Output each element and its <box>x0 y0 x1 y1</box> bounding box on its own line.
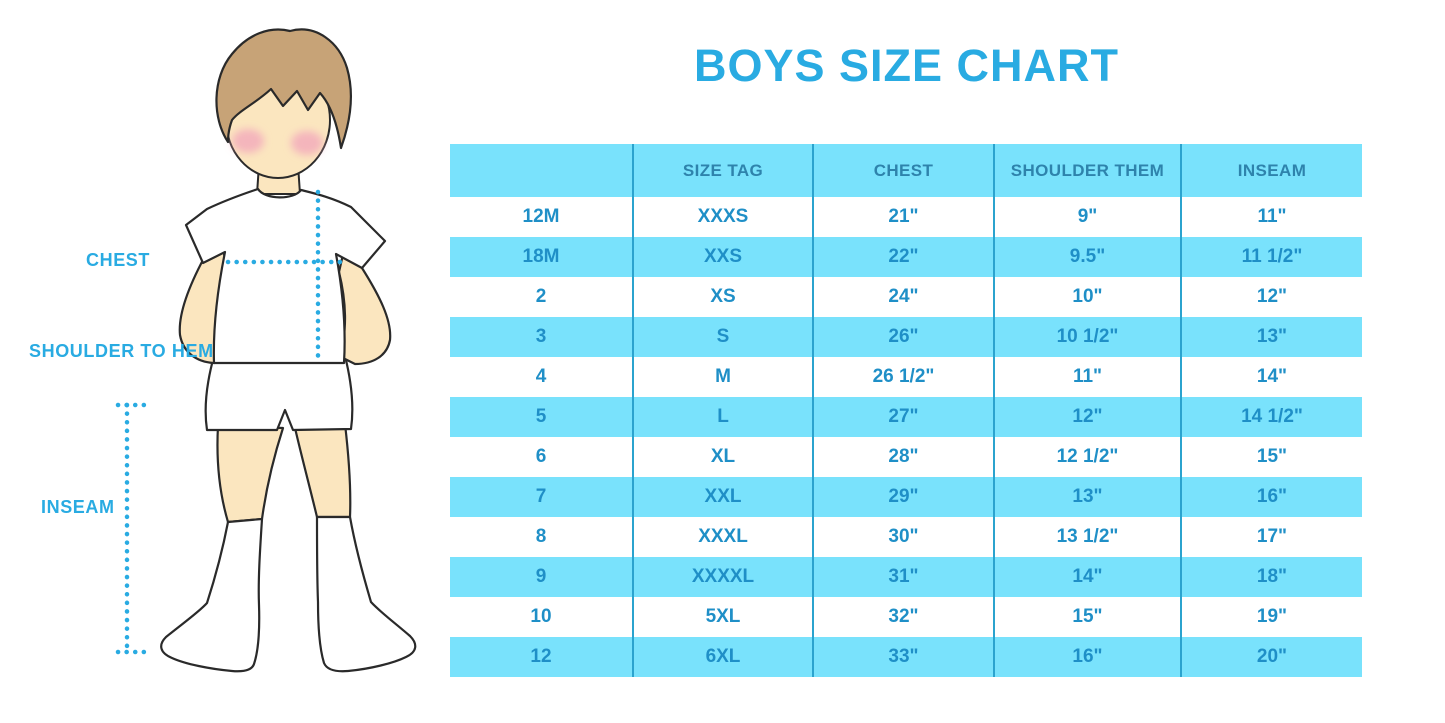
table-row: 18M XXS 22" 9.5" 11 1/2" <box>450 237 1362 277</box>
table-cell: XXXXL <box>632 557 812 597</box>
page-title: BOYS SIZE CHART <box>693 40 1120 91</box>
table-cell: 20" <box>1180 637 1362 677</box>
boy-hair <box>215 28 352 150</box>
header-row: SIZE TAG CHEST SHOULDER THEM INSEAM <box>450 144 1362 197</box>
table-row: 12M XXXS 21" 9" 11" <box>450 197 1362 237</box>
inseam-label: INSEAM <box>41 497 115 517</box>
table-row: 7 XXL 29" 13" 16" <box>450 477 1362 517</box>
table-cell: 6 <box>535 446 547 467</box>
table-cell: 26 1/2" <box>812 357 993 397</box>
table-cell: 15" <box>993 597 1180 637</box>
table-cell: 12" <box>993 397 1180 437</box>
table-cell: 12 <box>530 646 552 667</box>
table-cell: XXXL <box>632 517 812 557</box>
table-cell: 13" <box>1180 317 1362 357</box>
table-cell: 13" <box>993 477 1180 517</box>
table-cell: M <box>632 357 812 397</box>
table-cell: 16" <box>993 637 1180 677</box>
table-cell: 21" <box>812 197 993 237</box>
table-row: 4 M 26 1/2" 11" 14" <box>450 357 1362 397</box>
table-row: 3 S 26" 10 1/2" 13" <box>450 317 1362 357</box>
table-cell: 14" <box>993 557 1180 597</box>
table-cell: 33" <box>812 637 993 677</box>
table-cell: 14 1/2" <box>1180 397 1362 437</box>
table-cell: 29" <box>812 477 993 517</box>
table-row: 8 XXXL 30" 13 1/2" 17" <box>450 517 1362 557</box>
column-header <box>450 144 632 197</box>
boy-tshirt <box>184 187 387 365</box>
table-cell: 6XL <box>632 637 812 677</box>
table-cell: 5XL <box>632 597 812 637</box>
table-cell: 13 1/2" <box>993 517 1180 557</box>
table-cell: 22" <box>812 237 993 277</box>
size-table: SIZE TAG CHEST SHOULDER THEM INSEAM 12M XXXS 2… <box>450 144 1362 677</box>
table-cell: 18M <box>522 246 560 267</box>
table-row: 12 6XL 33" 16" 20" <box>450 637 1362 677</box>
table-cell: 10 1/2" <box>993 317 1180 357</box>
column-header: SIZE TAG <box>632 144 812 197</box>
table-cell: 17" <box>1180 517 1362 557</box>
table-cell: 9" <box>993 197 1180 237</box>
table-cell: 14" <box>1180 357 1362 397</box>
table-cell: XS <box>632 277 812 317</box>
table-cell: 11" <box>993 357 1180 397</box>
boy-figure-drawing <box>115 28 417 673</box>
table-cell: 27" <box>812 397 993 437</box>
table-cell: 5 <box>535 406 547 427</box>
shoulder-to-hem-label: SHOULDER TO HEM <box>29 341 214 361</box>
table-cell: 11" <box>1180 197 1362 237</box>
table-cell: XXL <box>632 477 812 517</box>
table-cell: 2 <box>535 286 547 307</box>
table-cell: 12M <box>522 206 560 227</box>
inseam-measure-line <box>115 402 147 655</box>
table-cell: 4 <box>535 366 547 387</box>
column-header: SHOULDER THEM <box>993 144 1180 197</box>
table-cell: 18" <box>1180 557 1362 597</box>
boy-right-sock <box>315 515 417 673</box>
table-cell: 12 1/2" <box>993 437 1180 477</box>
boy-shorts <box>204 354 354 432</box>
table-row: 2 XS 24" 10" 12" <box>450 277 1362 317</box>
table-row: 9 XXXXL 31" 14" 18" <box>450 557 1362 597</box>
table-row: 10 5XL 32" 15" 19" <box>450 597 1362 637</box>
boy-legs <box>160 422 417 673</box>
table-cell: 32" <box>812 597 993 637</box>
column-header: CHEST <box>812 144 993 197</box>
table-cell: 24" <box>812 277 993 317</box>
table-row: 5 L 27" 12" 14 1/2" <box>450 397 1362 437</box>
table-cell: 12" <box>1180 277 1362 317</box>
table-cell: 10 <box>530 606 552 627</box>
table-cell: 3 <box>535 326 547 347</box>
boy-illustration: CHEST SHOULDER TO HEM INSEAM <box>0 0 450 723</box>
chest-label: CHEST <box>86 250 151 270</box>
boy-left-sock <box>160 517 264 673</box>
table-cell: 31" <box>812 557 993 597</box>
table-cell: S <box>632 317 812 357</box>
table-cell: 19" <box>1180 597 1362 637</box>
table-cell: L <box>632 397 812 437</box>
table-cell: XXXS <box>632 197 812 237</box>
table-cell: 15" <box>1180 437 1362 477</box>
table-cell: 9.5" <box>993 237 1180 277</box>
table-cell: 8 <box>535 526 547 547</box>
table-cell: 10" <box>993 277 1180 317</box>
table-cell: 11 1/2" <box>1180 237 1362 277</box>
table-cell: 28" <box>812 437 993 477</box>
table-cell: 7 <box>535 486 547 507</box>
table-cell: 9 <box>535 566 547 587</box>
table-cell: 16" <box>1180 477 1362 517</box>
table-cell: XXS <box>632 237 812 277</box>
column-header: INSEAM <box>1180 144 1362 197</box>
table-row: 6 XL 28" 12 1/2" 15" <box>450 437 1362 477</box>
table-cell: XL <box>632 437 812 477</box>
table-cell: 26" <box>812 317 993 357</box>
boy-blush-cheeks <box>232 129 323 155</box>
table-cell: 30" <box>812 517 993 557</box>
